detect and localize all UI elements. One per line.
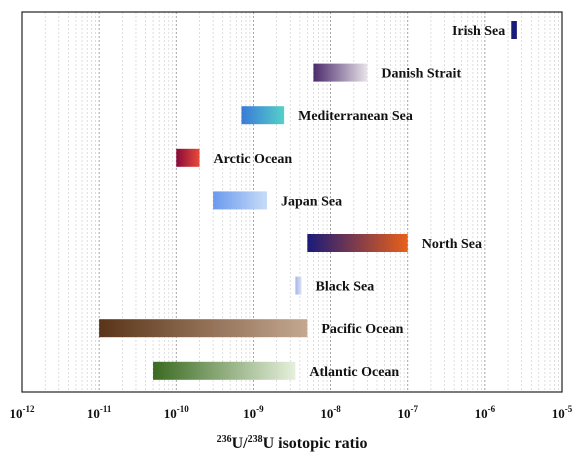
category-label: Pacific Ocean — [321, 322, 403, 337]
x-tick-label: 10-5 — [552, 404, 573, 421]
x-tick-label: 10-9 — [243, 404, 264, 421]
category-label: Japan Sea — [281, 194, 342, 209]
range-bar-irish-sea — [511, 21, 517, 39]
range-bar-mediterranean-sea — [241, 106, 285, 125]
category-label: Arctic Ocean — [214, 152, 293, 167]
category-label: Atlantic Ocean — [309, 365, 399, 380]
x-axis-title-sup2: 238 — [248, 434, 263, 445]
x-axis-title-sup1: 236 — [217, 434, 232, 445]
category-label: Irish Sea — [452, 24, 505, 39]
range-bar-arctic-ocean — [176, 148, 200, 167]
category-label: North Sea — [422, 237, 482, 252]
x-tick-labels: 10-12 10-11 10-10 10-9 10-8 10-7 10-6 10-5 — [10, 404, 573, 421]
x-axis-title: 236U/238U isotopic ratio — [217, 434, 368, 452]
x-axis-title-part2: U isotopic ratio — [263, 435, 368, 452]
category-label: Mediterranean Sea — [298, 109, 413, 124]
x-tick-label: 10-12 — [10, 404, 35, 421]
range-bar-pacific-ocean — [99, 319, 308, 338]
x-axis-title-part1: U/ — [232, 435, 249, 452]
x-tick-label: 10-6 — [475, 404, 496, 421]
range-bar-north-sea — [307, 234, 408, 252]
range-bars — [99, 21, 517, 380]
category-label: Black Sea — [316, 280, 375, 295]
category-label: Danish Strait — [381, 67, 461, 82]
range-bar-black-sea — [295, 276, 302, 295]
x-tick-label: 10-11 — [87, 404, 112, 421]
range-bar-danish-strait — [313, 63, 368, 82]
x-tick-label: 10-10 — [164, 404, 189, 421]
x-tick-label: 10-8 — [320, 404, 341, 421]
category-labels: Irish Sea Danish Strait Mediterranean Sea A… — [214, 24, 506, 380]
x-tick-label: 10-7 — [397, 404, 418, 421]
plot-frame — [21, 11, 563, 393]
range-bar-japan-sea — [213, 191, 268, 210]
range-bar-atlantic-ocean — [153, 361, 296, 380]
